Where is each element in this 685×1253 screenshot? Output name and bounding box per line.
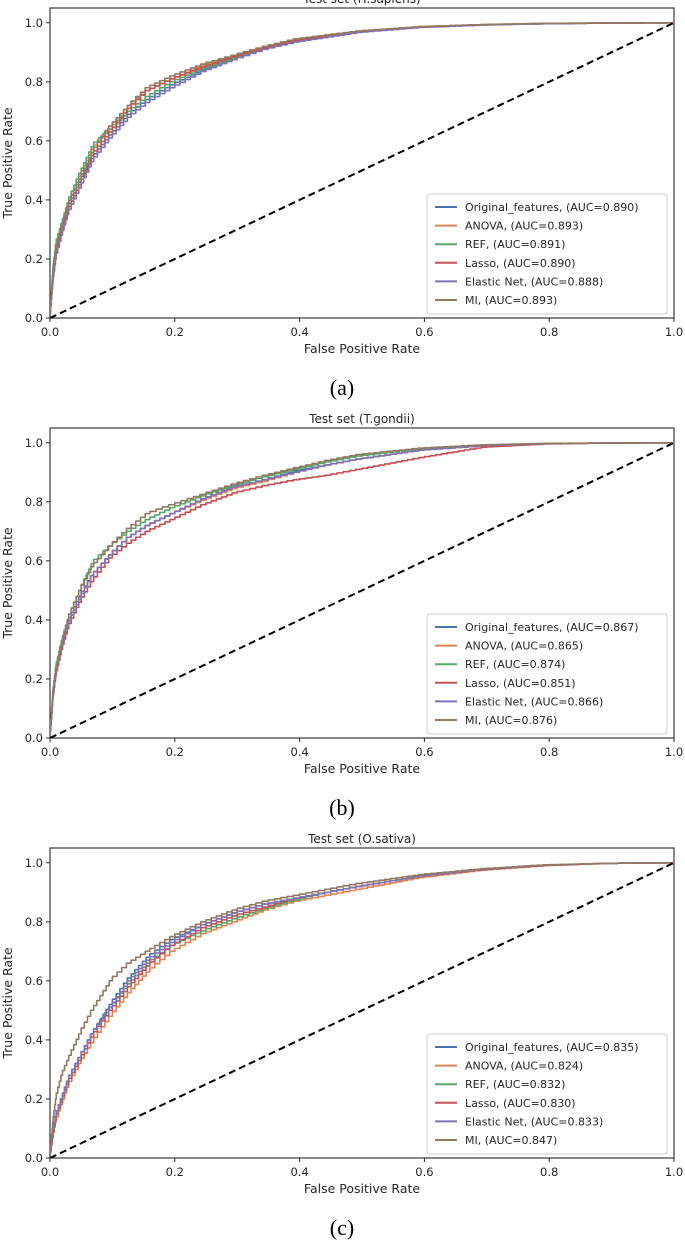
legend-entry: ANOVA, (AUC=0.893) xyxy=(465,220,583,233)
x-tick-label: 0.0 xyxy=(41,745,59,759)
legend: Original_features, (AUC=0.835) ANOVA, (AU… xyxy=(426,1033,668,1155)
legend: Original_features, (AUC=0.867) ANOVA, (AU… xyxy=(426,613,668,735)
y-tick-label: 1.0 xyxy=(25,436,43,450)
legend-entry: Lasso, (AUC=0.890) xyxy=(465,257,576,270)
y-axis-label: True Positive Rate xyxy=(0,107,15,220)
x-tick-label: 0.8 xyxy=(540,1165,558,1179)
y-tick-label: 0.4 xyxy=(25,193,43,207)
y-tick-label: 0.0 xyxy=(25,1151,43,1165)
legend-entry: MI, (AUC=0.847) xyxy=(465,1134,557,1147)
x-tick-label: 0.8 xyxy=(540,745,558,759)
roc-curves xyxy=(50,441,674,738)
y-tick-label: 0.8 xyxy=(25,915,43,929)
y-tick-label: 0.4 xyxy=(25,613,43,627)
y-tick-label: 0.2 xyxy=(25,1092,43,1106)
x-axis-label: False Positive Rate xyxy=(304,341,420,356)
x-tick-label: 0.6 xyxy=(415,745,433,759)
y-tick-label: 1.0 xyxy=(25,16,43,30)
x-axis-label: False Positive Rate xyxy=(304,1181,420,1196)
legend-entry: Lasso, (AUC=0.830) xyxy=(465,1097,576,1110)
panel-caption: (c) xyxy=(330,1215,354,1240)
chance-diagonal-line xyxy=(50,21,674,318)
legend: Original_features, (AUC=0.890) ANOVA, (AU… xyxy=(426,193,668,315)
legend-box xyxy=(426,193,668,315)
roc-curve-6 xyxy=(50,861,674,1158)
y-tick-label: 0.8 xyxy=(25,75,43,89)
roc-curve-6 xyxy=(50,441,674,738)
x-tick-label: 0.6 xyxy=(415,1165,433,1179)
x-tick-label: 1.0 xyxy=(665,1165,683,1179)
x-axis-label: False Positive Rate xyxy=(304,761,420,776)
roc-curve-6 xyxy=(50,21,674,318)
x-tick-label: 0.0 xyxy=(41,1165,59,1179)
roc-curves xyxy=(50,21,674,318)
legend-entry: Original_features, (AUC=0.867) xyxy=(465,621,639,634)
x-tick-label: 0.6 xyxy=(415,325,433,339)
y-tick-label: 0.2 xyxy=(25,252,43,266)
panel-caption: (b) xyxy=(329,795,355,820)
y-tick-label: 1.0 xyxy=(25,856,43,870)
x-tick-label: 0.4 xyxy=(290,1165,308,1179)
x-tick-label: 0.2 xyxy=(166,745,184,759)
legend-entry: MI, (AUC=0.876) xyxy=(465,714,557,727)
y-tick-label: 0.8 xyxy=(25,495,43,509)
panel-caption: (a) xyxy=(330,375,354,400)
x-tick-label: 0.4 xyxy=(290,325,308,339)
x-tick-label: 0.8 xyxy=(540,325,558,339)
roc-panel-a: Test set (H.sapiens) 0.0 0.2 0.4 0.6 0.8 1.0 0.… xyxy=(0,0,683,400)
x-tick-label: 0.0 xyxy=(41,325,59,339)
chart-title: Test set (T.gondii) xyxy=(308,412,415,426)
legend-entry: Elastic Net, (AUC=0.833) xyxy=(465,1115,603,1128)
roc-panel-c: Test set (O.sativa) 0.0 0.2 0.4 0.6 0.8 1.0 0.0… xyxy=(0,832,683,1240)
chance-diagonal-line xyxy=(50,861,674,1158)
y-tick-label: 0.0 xyxy=(25,311,43,325)
legend-box xyxy=(426,613,668,735)
y-tick-label: 0.0 xyxy=(25,731,43,745)
y-tick-label: 0.6 xyxy=(25,974,43,988)
roc-panel-b: Test set (T.gondii) 0.0 0.2 0.4 0.6 0.8 1.0 0.0… xyxy=(0,412,683,820)
y-tick-label: 0.2 xyxy=(25,672,43,686)
legend-entry: Elastic Net, (AUC=0.866) xyxy=(465,695,603,708)
chance-diagonal-line xyxy=(50,441,674,738)
chart-title: Test set (O.sativa) xyxy=(307,832,416,846)
x-tick-label: 0.2 xyxy=(166,1165,184,1179)
legend-entry: Lasso, (AUC=0.851) xyxy=(465,677,576,690)
y-tick-label: 0.4 xyxy=(25,1033,43,1047)
y-axis-label: True Positive Rate xyxy=(0,947,15,1060)
x-tick-label: 0.4 xyxy=(290,745,308,759)
legend-entry: Original_features, (AUC=0.890) xyxy=(465,201,639,214)
legend-entry: Elastic Net, (AUC=0.888) xyxy=(465,275,603,288)
legend-entry: ANOVA, (AUC=0.824) xyxy=(465,1060,583,1073)
y-tick-label: 0.6 xyxy=(25,134,43,148)
legend-entry: Original_features, (AUC=0.835) xyxy=(465,1041,639,1054)
x-tick-label: 0.2 xyxy=(166,325,184,339)
x-tick-label: 1.0 xyxy=(665,325,683,339)
y-axis-label: True Positive Rate xyxy=(0,527,15,640)
y-tick-label: 0.6 xyxy=(25,554,43,568)
legend-entry: REF, (AUC=0.891) xyxy=(465,238,565,251)
legend-entry: REF, (AUC=0.874) xyxy=(465,658,565,671)
roc-curves xyxy=(50,861,674,1158)
legend-entry: REF, (AUC=0.832) xyxy=(465,1078,565,1091)
chart-title: Test set (H.sapiens) xyxy=(302,0,420,6)
legend-entry: MI, (AUC=0.893) xyxy=(465,294,557,307)
x-tick-label: 1.0 xyxy=(665,745,683,759)
legend-box xyxy=(426,1033,668,1155)
legend-entry: ANOVA, (AUC=0.865) xyxy=(465,640,583,653)
